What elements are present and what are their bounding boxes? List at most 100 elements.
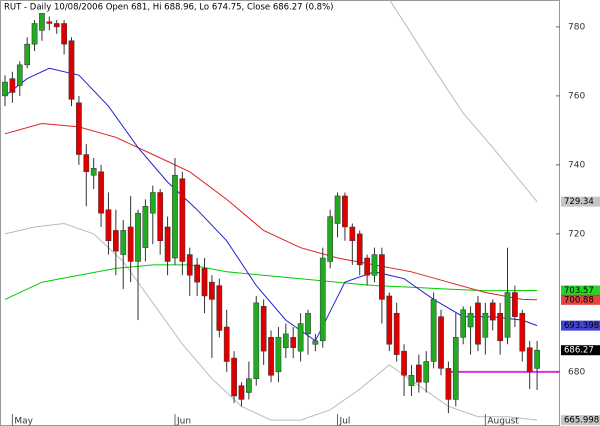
candle-body bbox=[223, 326, 230, 362]
title-bg bbox=[2, 1, 262, 13]
candle-body bbox=[157, 192, 164, 242]
indicator-line bbox=[4, 122, 538, 301]
value-label: 703.57 bbox=[564, 286, 594, 296]
candle-body bbox=[260, 306, 267, 352]
candle-body bbox=[268, 337, 274, 376]
candle-body bbox=[53, 23, 60, 28]
candle-body bbox=[194, 264, 200, 283]
candle-body bbox=[460, 309, 467, 338]
candle-body bbox=[334, 195, 341, 224]
candle-body bbox=[98, 171, 104, 214]
candle-body bbox=[356, 233, 363, 266]
candle-body bbox=[24, 43, 31, 66]
y-tick-label: 780 bbox=[568, 22, 585, 32]
value-label-box bbox=[561, 196, 600, 207]
candle-body bbox=[231, 357, 237, 397]
indicator-line bbox=[389, 0, 538, 203]
candle-body bbox=[105, 209, 112, 242]
candle-body bbox=[149, 192, 156, 214]
candle-body bbox=[423, 361, 430, 383]
candle-body bbox=[512, 292, 518, 317]
value-label-box bbox=[561, 294, 600, 305]
candle-body bbox=[209, 281, 215, 300]
candle-body bbox=[364, 257, 370, 276]
candle-body bbox=[379, 254, 385, 300]
close-label: 686.27 bbox=[564, 346, 594, 356]
candle-body bbox=[253, 302, 260, 379]
candle-body bbox=[238, 385, 245, 400]
candle-body bbox=[297, 323, 304, 352]
candle-body bbox=[282, 333, 289, 348]
candle-body bbox=[127, 226, 134, 262]
candle-body bbox=[504, 292, 511, 338]
candle-body bbox=[305, 312, 311, 335]
indicator-line bbox=[4, 264, 538, 300]
candle-body bbox=[445, 368, 452, 400]
candle-body bbox=[290, 337, 297, 348]
candle-body bbox=[452, 337, 459, 400]
candle-body bbox=[90, 168, 97, 176]
x-tick-label: Jul bbox=[339, 417, 351, 426]
value-label-box bbox=[561, 415, 600, 426]
x-tick-label: August bbox=[487, 417, 519, 426]
value-label-box bbox=[561, 285, 600, 296]
indicator-line bbox=[4, 67, 538, 342]
candle-body bbox=[415, 364, 422, 383]
candle-body bbox=[186, 254, 193, 276]
candle-body bbox=[349, 226, 356, 242]
y-tick-label: 720 bbox=[568, 229, 585, 239]
candle-body bbox=[482, 312, 489, 338]
candle-body bbox=[31, 23, 38, 45]
value-label: 700.88 bbox=[564, 295, 594, 305]
candle-body bbox=[46, 21, 53, 24]
plot-area: May Jun Jul August bbox=[2, 0, 560, 426]
candle-body bbox=[489, 302, 496, 321]
candle-body bbox=[408, 375, 415, 386]
x-tick-label: Jun bbox=[176, 417, 191, 426]
candle-body bbox=[135, 212, 141, 262]
candle-body bbox=[467, 312, 474, 328]
candle-body bbox=[497, 312, 503, 342]
candle-body bbox=[342, 195, 348, 228]
candle-body bbox=[39, 12, 45, 31]
x-tick-label: May bbox=[14, 417, 33, 426]
y-tick-label: 680 bbox=[568, 367, 585, 377]
candle-body bbox=[327, 216, 334, 262]
candle-body bbox=[430, 299, 437, 362]
candle-body bbox=[475, 302, 481, 345]
candle-body bbox=[179, 178, 186, 262]
value-label-box bbox=[561, 320, 600, 331]
candle-body bbox=[246, 378, 252, 393]
close-label-box bbox=[561, 345, 600, 356]
candle-body bbox=[164, 226, 171, 262]
candle-body bbox=[172, 174, 178, 259]
candle-body bbox=[393, 312, 400, 355]
candle-body bbox=[216, 285, 223, 331]
candle-body bbox=[83, 154, 90, 173]
candle-body bbox=[312, 340, 319, 345]
value-label: 693.398 bbox=[564, 321, 599, 331]
candle-body bbox=[201, 268, 208, 297]
candle-body bbox=[113, 230, 119, 252]
candle-body bbox=[142, 206, 149, 248]
y-tick-label: 740 bbox=[568, 160, 585, 170]
chart-title: RUT - Daily 10/08/2006 Open 681, Hi 688.… bbox=[4, 3, 334, 13]
candle-body bbox=[438, 316, 444, 369]
candle-body bbox=[16, 64, 23, 86]
candle-body bbox=[526, 347, 533, 373]
value-label: 665.998 bbox=[564, 416, 599, 426]
y-tick-label: 760 bbox=[568, 91, 585, 101]
candle-body bbox=[319, 257, 326, 342]
candle-body bbox=[120, 230, 127, 255]
candle-body bbox=[371, 254, 378, 276]
candle-body bbox=[386, 295, 393, 345]
value-label: 729.34 bbox=[564, 197, 594, 207]
candle-body bbox=[2, 81, 8, 97]
y-axis: 680 720 740 760 780 729.34 665.998 703.57700.88… bbox=[556, 22, 600, 426]
candle-body bbox=[76, 102, 82, 155]
candle-body bbox=[68, 40, 75, 100]
candle-body bbox=[9, 78, 16, 93]
candle-body bbox=[519, 312, 526, 352]
candle-body bbox=[534, 349, 540, 369]
